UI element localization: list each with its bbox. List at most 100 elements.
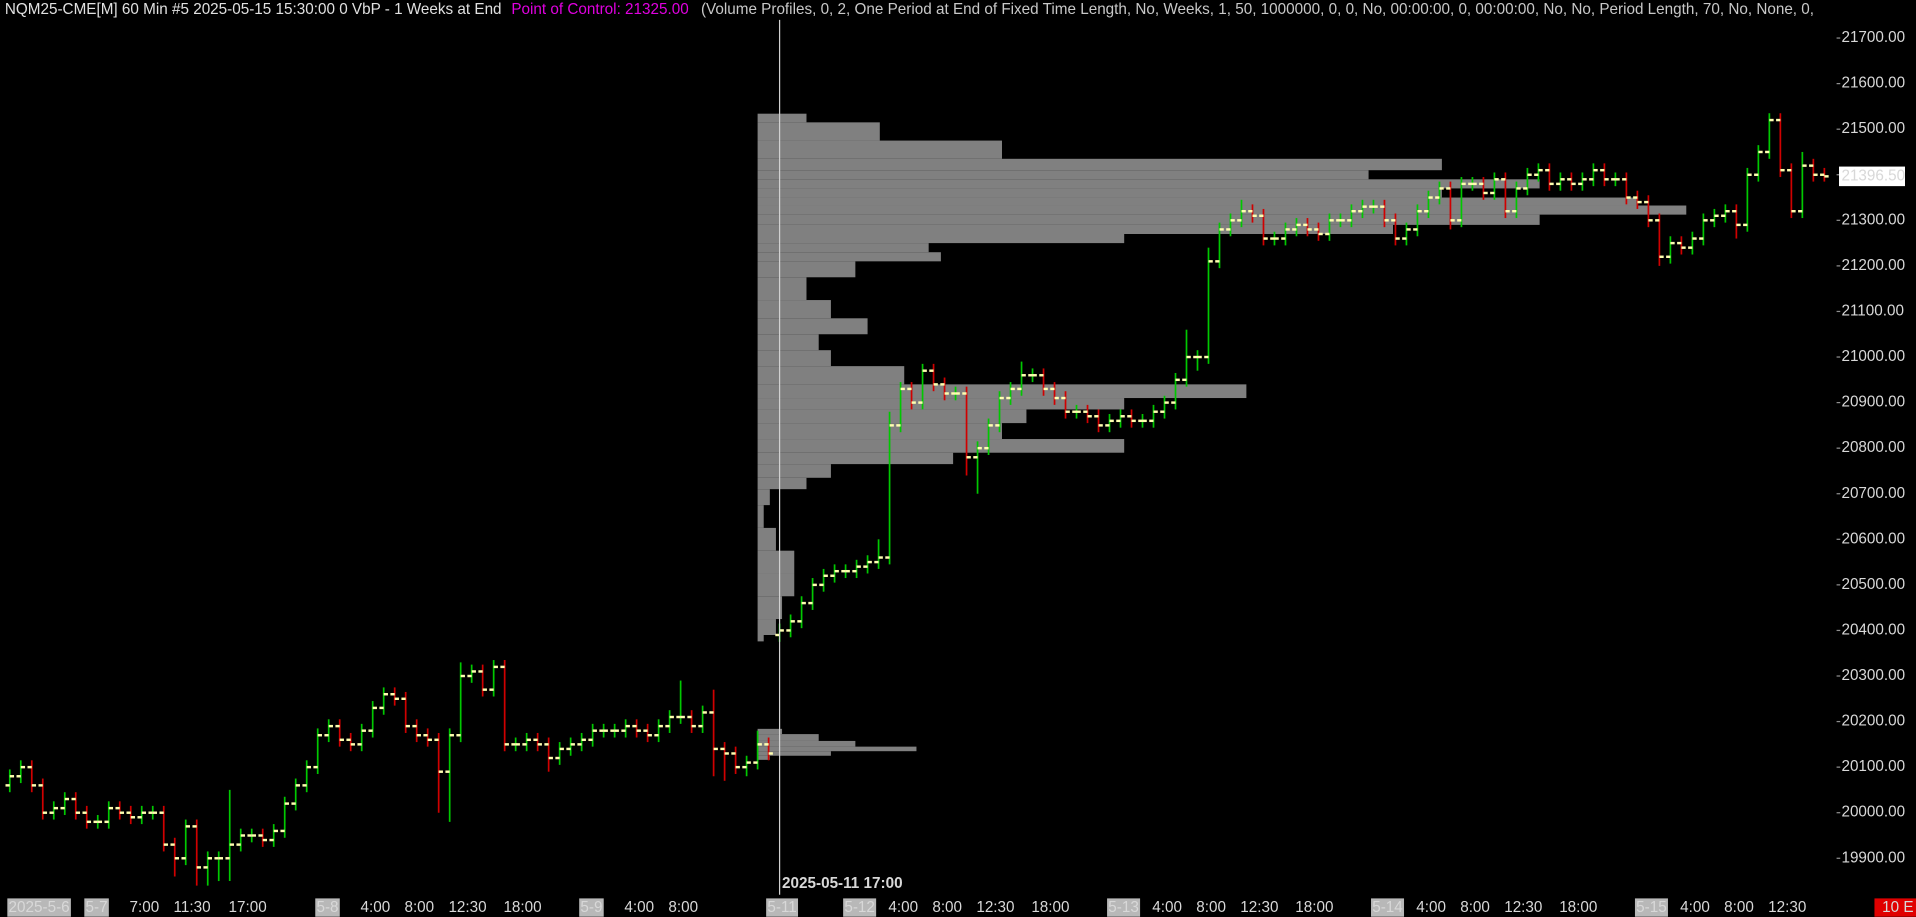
chart-title: NQM25-CME[M] 60 Min #5 2025-05-15 15:30:… <box>5 1 502 18</box>
x-tick-label: 4:00 <box>360 899 390 916</box>
profile-level <box>757 366 905 385</box>
price-bars <box>5 113 1829 886</box>
x-tick-label: 18:00 <box>1559 899 1597 916</box>
y-tick-label: 20700.00 <box>1841 485 1905 502</box>
date-box <box>315 898 340 917</box>
profile-level <box>757 464 831 478</box>
status-box <box>1874 898 1916 917</box>
profile-level <box>757 734 819 741</box>
profile-level <box>757 113 807 123</box>
y-tick-label: 20800.00 <box>1841 439 1905 456</box>
profile-level <box>757 188 1442 198</box>
profile-level <box>757 489 770 506</box>
x-tick-label: 11:30 <box>174 899 211 916</box>
y-tick-label: 20400.00 <box>1841 621 1905 638</box>
profile-level <box>757 261 856 278</box>
y-tick-label: 20600.00 <box>1841 530 1905 547</box>
date-box <box>1107 898 1141 917</box>
x-tick-label: 5-9 <box>580 899 602 916</box>
profile-level <box>757 350 831 367</box>
profile-level <box>757 197 1638 206</box>
x-tick-label: 5-14 <box>1372 899 1403 916</box>
x-tick-label: 18:00 <box>1031 899 1069 916</box>
x-tick-label: 8:00 <box>1196 899 1226 916</box>
last-price-label: 21396.50 <box>1841 167 1905 184</box>
status-label: 10 E <box>1882 899 1913 916</box>
profile-level <box>757 619 776 635</box>
profile-level <box>757 439 1125 453</box>
cursor-label: 2025-05-11 17:00 <box>782 875 903 892</box>
x-tick-label: 18:00 <box>503 899 541 916</box>
x-tick-label: 8:00 <box>404 899 434 916</box>
profile-level <box>757 179 1540 189</box>
profile-level <box>757 550 795 574</box>
y-tick-label: 21500.00 <box>1841 120 1905 137</box>
profile-level <box>757 527 776 551</box>
profile-level <box>757 423 1002 440</box>
profile-level <box>757 214 1540 225</box>
x-tick-label: 5-8 <box>316 899 338 916</box>
date-box <box>843 898 877 917</box>
profile-level <box>757 140 1002 159</box>
x-tick-label: 12:30 <box>448 899 486 916</box>
profile-level <box>757 300 831 319</box>
profile-level <box>757 334 819 351</box>
profile-level <box>757 243 929 253</box>
x-tick-label: 12:30 <box>1240 899 1278 916</box>
y-tick-label: 20300.00 <box>1841 667 1905 684</box>
last-price-box <box>1839 166 1906 187</box>
profile-level <box>757 409 1027 424</box>
y-tick-label: 20000.00 <box>1841 804 1905 821</box>
x-tick-label: 4:00 <box>1680 899 1710 916</box>
y-tick-label: 20500.00 <box>1841 576 1905 593</box>
profile-level <box>757 746 917 752</box>
study-params: (Volume Profiles, 0, 2, One Period at En… <box>701 1 1814 18</box>
x-tick-label: 4:00 <box>888 899 918 916</box>
y-tick-label: 21300.00 <box>1841 211 1905 228</box>
profile-level <box>757 755 770 760</box>
profile-level <box>757 398 1125 410</box>
x-tick-label: 8:00 <box>668 899 698 916</box>
profile-level <box>757 170 1369 180</box>
y-tick-label: 21600.00 <box>1841 75 1905 92</box>
profile-level <box>757 233 1125 244</box>
y-tick-label: 21700.00 <box>1841 29 1905 46</box>
x-tick-label: 5-15 <box>1636 899 1667 916</box>
profile-level <box>757 728 783 735</box>
x-tick-label: 5-7 <box>86 899 108 916</box>
date-box <box>1371 898 1405 917</box>
date-box <box>7 898 71 917</box>
profile-level <box>757 505 764 528</box>
profile-level <box>757 224 1394 234</box>
profile-level <box>757 318 868 335</box>
profile-level <box>757 252 941 262</box>
x-tick-label: 4:00 <box>624 899 654 916</box>
profile-level <box>757 384 1247 399</box>
profile-level <box>757 477 807 490</box>
x-tick-label: 7:00 <box>130 899 160 916</box>
profile-level <box>757 573 795 597</box>
x-tick-label: 5-11 <box>767 899 796 916</box>
profile-level <box>757 452 954 465</box>
x-tick-label: 8:00 <box>1724 899 1754 916</box>
x-tick-label: 4:00 <box>1416 899 1446 916</box>
date-box <box>84 898 109 917</box>
x-tick-label: 5-12 <box>844 899 875 916</box>
profile-level <box>757 634 764 642</box>
y-tick-label: 21000.00 <box>1841 348 1905 365</box>
x-tick-label: 8:00 <box>932 899 962 916</box>
y-tick-label: 20200.00 <box>1841 713 1905 730</box>
x-tick-label: 12:30 <box>976 899 1014 916</box>
x-tick-label: 17:00 <box>229 899 267 916</box>
date-box <box>766 898 799 917</box>
profile-level <box>757 751 831 756</box>
y-tick-label: 20100.00 <box>1841 758 1905 775</box>
profile-level <box>757 205 1687 215</box>
volume-profiles <box>757 113 1687 760</box>
y-tick-label: 21100.00 <box>1841 302 1904 319</box>
date-box <box>1634 898 1668 917</box>
profile-level <box>757 740 856 747</box>
